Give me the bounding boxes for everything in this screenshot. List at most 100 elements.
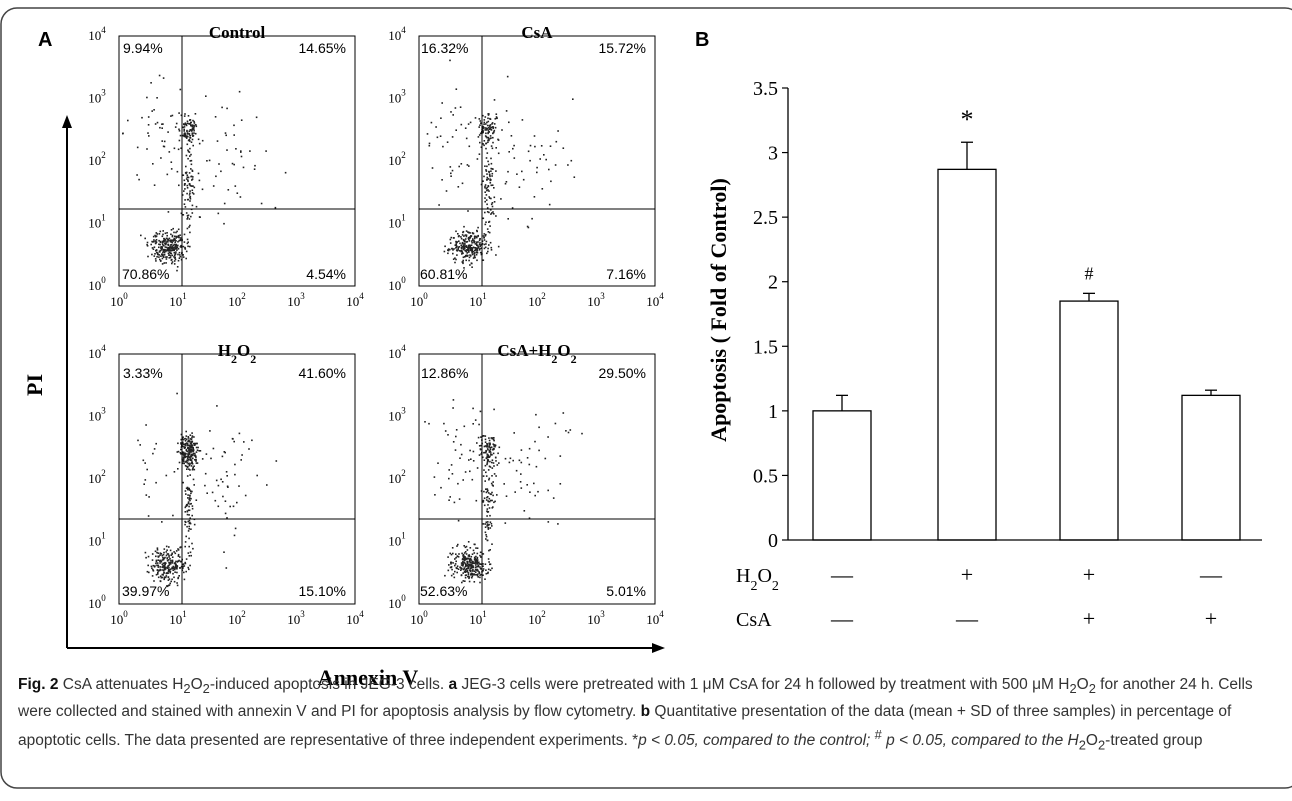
event-dot (185, 453, 187, 455)
event-dot (483, 236, 485, 239)
event-dot (484, 191, 486, 193)
event-dot (536, 166, 538, 169)
event-dot (456, 254, 458, 256)
event-dot (569, 429, 572, 431)
event-dot (487, 521, 489, 523)
event-dot (163, 572, 165, 574)
event-dot (190, 497, 192, 500)
event-dot (489, 175, 491, 178)
event-dot (484, 185, 486, 188)
event-dot (487, 572, 489, 575)
event-dot (167, 572, 169, 574)
event-dot (469, 232, 471, 234)
event-dot (165, 250, 167, 253)
x-tick-label: 102 (528, 609, 546, 627)
event-dot (156, 253, 159, 255)
event-dot (195, 451, 198, 453)
event-dot (162, 558, 165, 561)
event-dot (487, 189, 489, 191)
event-dot (536, 171, 538, 174)
event-dot (489, 174, 491, 176)
event-dot (492, 211, 494, 213)
event-dot (144, 237, 146, 240)
event-dot (486, 189, 488, 192)
y-tick-label: 102 (88, 468, 106, 486)
caption-sub: 2 (202, 681, 210, 697)
event-dot (189, 457, 191, 459)
event-dot (226, 107, 228, 110)
event-dot (146, 241, 149, 244)
event-dot (515, 469, 518, 472)
event-dot (485, 445, 488, 448)
event-dot (474, 235, 476, 238)
event-dot (464, 127, 467, 129)
event-dot (549, 145, 552, 147)
event-dot (472, 565, 474, 567)
event-dot (458, 553, 460, 555)
event-dot (189, 231, 191, 234)
x-tick-label: 100 (110, 291, 128, 309)
event-dot (456, 565, 459, 567)
event-dot (159, 249, 162, 252)
event-dot (477, 436, 480, 439)
event-dot (161, 254, 164, 257)
treatment-sign: — (1199, 562, 1223, 587)
event-dot (157, 552, 160, 554)
event-dot (454, 449, 457, 451)
plot-frame (418, 35, 656, 287)
event-dot (462, 230, 465, 233)
event-dot (480, 122, 482, 125)
event-dot (190, 459, 193, 462)
event-dot (147, 255, 149, 258)
event-dot (447, 252, 449, 255)
event-dot (183, 447, 186, 449)
event-dot (191, 446, 194, 449)
event-dot (138, 178, 140, 181)
bar (937, 168, 997, 541)
event-dot (174, 253, 177, 255)
event-dot (462, 572, 464, 574)
event-dot (187, 566, 189, 569)
event-dot (484, 127, 487, 129)
event-dot (469, 245, 471, 248)
event-dot (183, 130, 185, 132)
event-dot (491, 172, 494, 175)
event-dot (234, 473, 236, 476)
event-dot (189, 463, 191, 466)
event-dot (266, 484, 268, 486)
event-dot (481, 132, 484, 134)
event-dot (169, 568, 172, 570)
event-dot (485, 129, 488, 131)
event-dot (466, 255, 469, 257)
event-dot (187, 115, 190, 117)
y-tick-label: 3 (768, 143, 778, 165)
event-dot (519, 481, 522, 483)
event-dot (122, 132, 124, 135)
event-dot (487, 117, 489, 120)
event-dot (484, 578, 486, 580)
event-dot (489, 178, 491, 180)
event-dot (185, 154, 188, 157)
event-dot (468, 576, 471, 578)
event-dot (468, 459, 470, 461)
event-dot (469, 574, 472, 576)
event-dot (162, 566, 164, 569)
event-dot (190, 490, 192, 492)
event-dot (137, 439, 139, 442)
event-dot (454, 564, 456, 567)
event-dot (461, 234, 464, 236)
event-dot (180, 147, 182, 149)
event-dot (516, 173, 518, 175)
event-dot (274, 206, 277, 209)
event-dot (155, 560, 158, 563)
event-dot (159, 243, 161, 246)
event-dot (486, 203, 488, 206)
event-dot (467, 573, 470, 576)
event-dot (493, 445, 495, 447)
event-dot (478, 118, 481, 120)
event-dot (471, 239, 474, 242)
event-dot (156, 569, 159, 571)
event-dot (543, 154, 545, 156)
event-dot (155, 555, 157, 558)
event-dot (479, 244, 482, 246)
